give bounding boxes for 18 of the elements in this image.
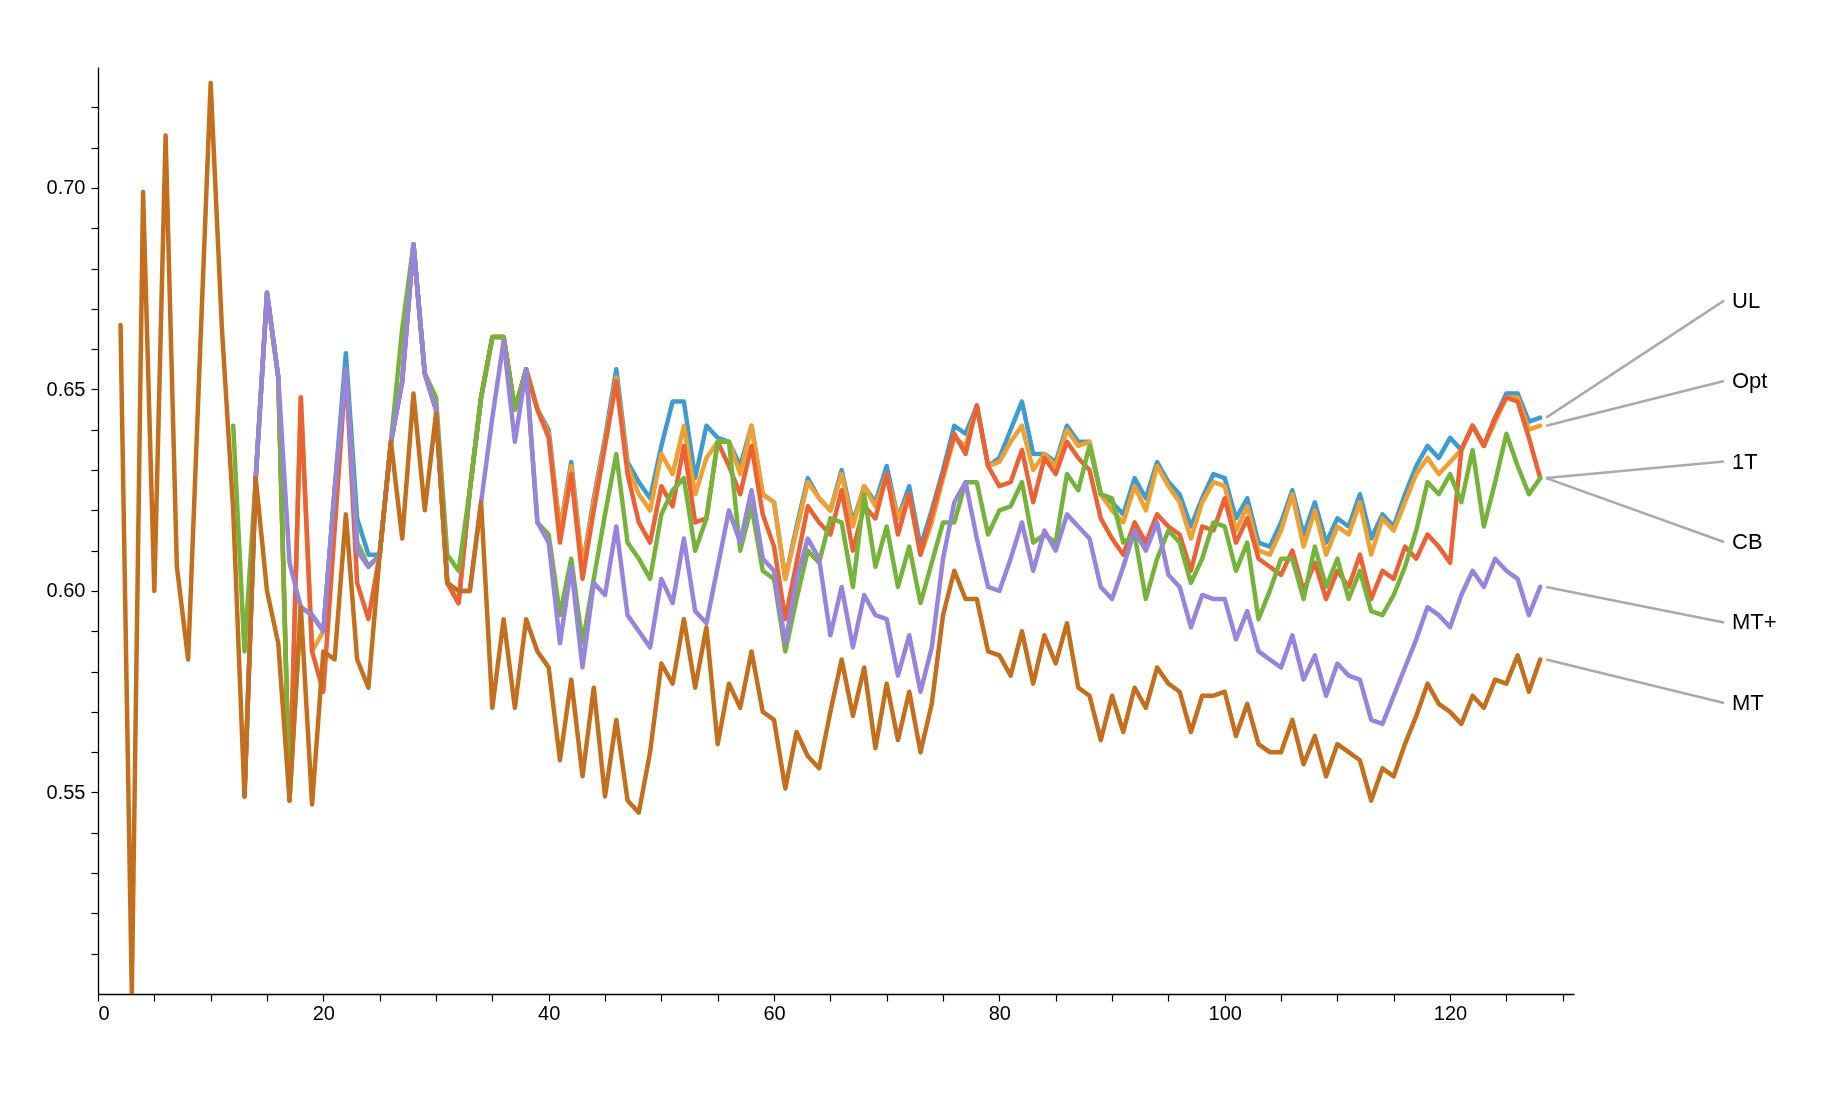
- x-tick-label: 40: [538, 1001, 561, 1024]
- x-tick-label: 100: [1208, 1001, 1242, 1024]
- x-tick-label: 20: [312, 1001, 335, 1024]
- y-tick-label: 0.70: [46, 176, 86, 199]
- text: MT: [1732, 689, 1764, 715]
- text: UL: [1732, 287, 1761, 313]
- text: Opt: [1732, 368, 1768, 394]
- text: 1T: [1732, 448, 1758, 474]
- text: CB: [1732, 528, 1763, 554]
- line-series: [118, 80, 1543, 994]
- text: MT+: [1732, 609, 1777, 635]
- x-tick-label: 120: [1433, 1001, 1468, 1024]
- x-tick-label: 60: [763, 1001, 786, 1024]
- y-tick-label: 0.55: [46, 780, 86, 803]
- y-tick-label: 0.60: [46, 579, 86, 602]
- y-tick-label: 0.65: [46, 377, 86, 400]
- x-tick-label: 0: [98, 1001, 110, 1024]
- x-tick-label: 80: [988, 1001, 1011, 1024]
